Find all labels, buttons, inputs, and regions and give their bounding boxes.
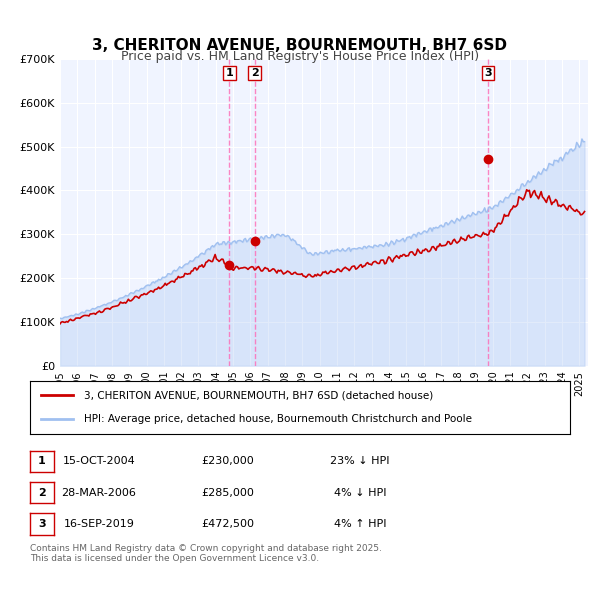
Text: 3, CHERITON AVENUE, BOURNEMOUTH, BH7 6SD (detached house): 3, CHERITON AVENUE, BOURNEMOUTH, BH7 6SD… xyxy=(84,391,433,401)
Text: HPI: Average price, detached house, Bournemouth Christchurch and Poole: HPI: Average price, detached house, Bour… xyxy=(84,414,472,424)
Text: Price paid vs. HM Land Registry's House Price Index (HPI): Price paid vs. HM Land Registry's House … xyxy=(121,50,479,63)
Text: £230,000: £230,000 xyxy=(202,457,254,466)
Text: £285,000: £285,000 xyxy=(202,488,254,497)
Text: 3: 3 xyxy=(484,68,491,78)
Text: 28-MAR-2006: 28-MAR-2006 xyxy=(62,488,136,497)
Text: 1: 1 xyxy=(226,68,233,78)
Text: 2: 2 xyxy=(38,488,46,497)
Text: Contains HM Land Registry data © Crown copyright and database right 2025.
This d: Contains HM Land Registry data © Crown c… xyxy=(30,544,382,563)
Text: 3: 3 xyxy=(38,519,46,529)
Text: 3, CHERITON AVENUE, BOURNEMOUTH, BH7 6SD: 3, CHERITON AVENUE, BOURNEMOUTH, BH7 6SD xyxy=(92,38,508,53)
Text: £472,500: £472,500 xyxy=(202,519,254,529)
Text: 2: 2 xyxy=(251,68,259,78)
Text: 4% ↑ HPI: 4% ↑ HPI xyxy=(334,519,386,529)
Text: 23% ↓ HPI: 23% ↓ HPI xyxy=(330,457,390,466)
Text: 16-SEP-2019: 16-SEP-2019 xyxy=(64,519,134,529)
Text: 1: 1 xyxy=(38,457,46,466)
Text: 4% ↓ HPI: 4% ↓ HPI xyxy=(334,488,386,497)
Text: 15-OCT-2004: 15-OCT-2004 xyxy=(62,457,136,466)
